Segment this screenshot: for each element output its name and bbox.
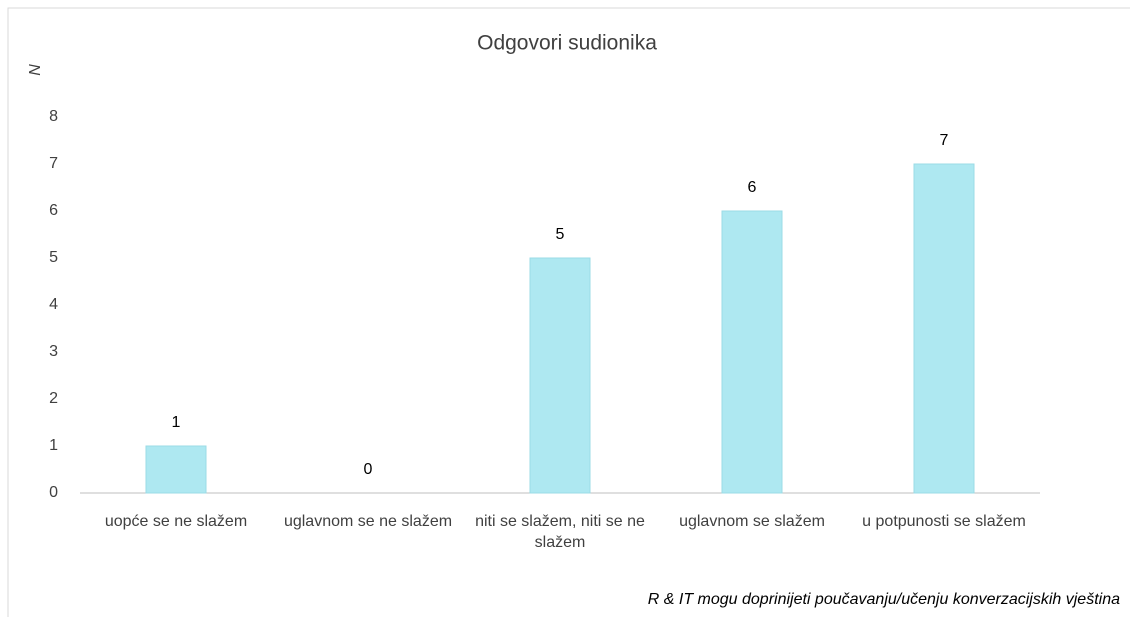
y-tick-label: 5 — [49, 249, 58, 266]
y-axis-label: N — [27, 64, 44, 76]
chart-title: Odgovori sudionika — [477, 32, 657, 55]
x-axis-label: R & IT mogu doprinijeti poučavanju/učenj… — [648, 591, 1120, 608]
bar — [913, 163, 975, 494]
data-label: 5 — [556, 226, 565, 243]
x-tick-label: uopće se ne slažem — [104, 513, 248, 530]
data-label: 6 — [748, 179, 757, 196]
y-tick-label: 4 — [49, 296, 58, 313]
y-tick-label: 7 — [49, 155, 58, 172]
y-tick-label: 1 — [49, 437, 58, 454]
x-tick-label: u potpunosti se slažem — [862, 513, 1026, 530]
x-tick-label: niti se slažem, niti se ne slažem — [475, 513, 645, 551]
bar — [529, 257, 591, 494]
x-tick-label: uglavnom se slažem — [679, 513, 825, 530]
y-tick-label: 0 — [49, 484, 58, 501]
data-label: 0 — [364, 461, 373, 478]
chart-border — [7, 7, 1130, 617]
y-tick-label: 6 — [49, 202, 58, 219]
bar — [721, 210, 783, 494]
y-tick-label: 3 — [49, 343, 58, 360]
x-tick-label: uglavnom se ne slažem — [283, 513, 453, 530]
data-label: 7 — [940, 132, 949, 149]
y-tick-label: 2 — [49, 390, 58, 407]
y-tick-label: 8 — [49, 108, 58, 125]
bar — [145, 445, 207, 494]
data-label: 1 — [172, 414, 181, 431]
